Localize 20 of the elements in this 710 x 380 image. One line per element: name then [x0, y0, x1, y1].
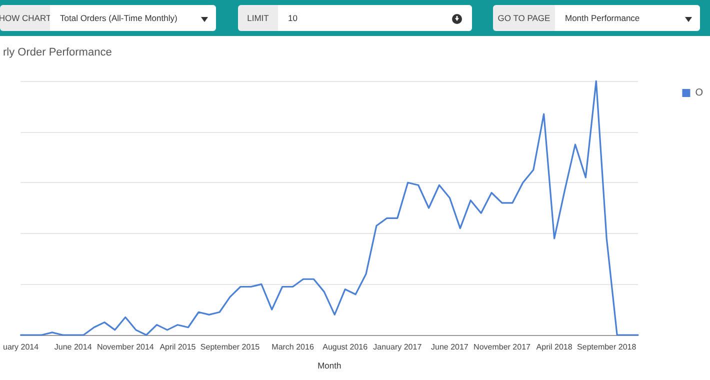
x-tick-label: April 2015 [160, 342, 196, 352]
x-tick-label: August 2016 [322, 342, 368, 352]
x-tick-label: September 2015 [200, 342, 260, 352]
x-tick-label: April 2018 [536, 342, 573, 352]
text: Month Performance [555, 5, 700, 31]
text: GO TO PAGE [493, 5, 555, 31]
x-tick-label: March 2016 [272, 342, 314, 352]
x-tick-label: June 2017 [431, 342, 469, 352]
x-tick-label: November 2014 [96, 342, 154, 352]
text: LIMIT [238, 5, 278, 31]
x-tick-label: November 2017 [474, 342, 532, 352]
text: 10 [278, 5, 472, 31]
x-tick-label: June 2014 [54, 342, 92, 352]
x-tick-label: September 2018 [577, 342, 637, 352]
x-tick-label: uary 2014 [2, 342, 40, 352]
x-axis-title: Month [318, 360, 342, 370]
text: Total Orders (All-Time Monthly) [50, 5, 216, 31]
legend-label: O [695, 88, 704, 98]
chart-title: rly Order Performance [3, 46, 112, 58]
x-tick-label: January 2017 [373, 342, 422, 352]
